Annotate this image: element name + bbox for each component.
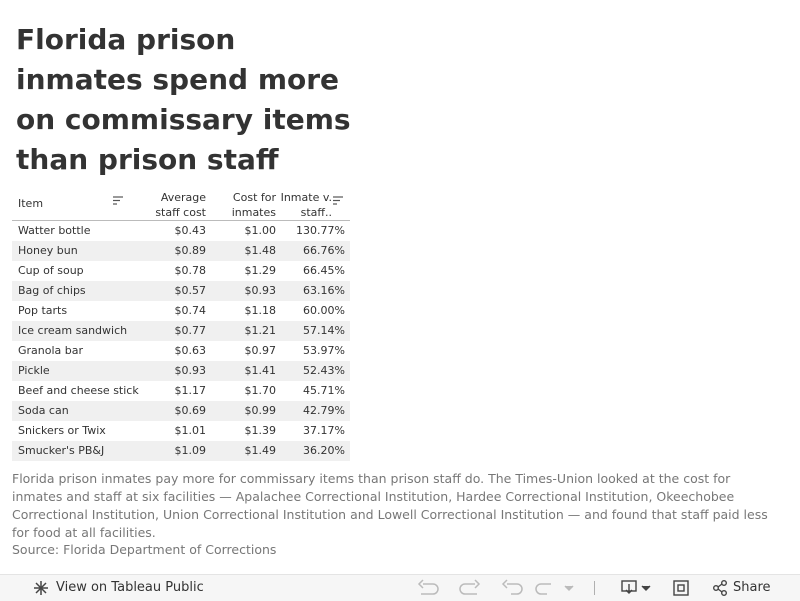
- table-row: Ice cream sandwich $0.77 $1.21 57.14%: [12, 321, 350, 341]
- value-cell: $1.48: [244, 244, 277, 257]
- value-cell: 37.17%: [303, 424, 345, 437]
- value-cell: $0.74: [174, 304, 207, 317]
- value-cell: $1.29: [244, 264, 277, 277]
- column-header[interactable]: Inmate v. staff..: [280, 191, 332, 219]
- value-cell: $1.21: [244, 324, 277, 337]
- value-cell: $0.93: [174, 364, 207, 377]
- column-header[interactable]: Cost for inmates: [231, 191, 276, 219]
- table-row: Honey bun $0.89 $1.48 66.76%: [12, 241, 350, 261]
- item-cell: Granola bar: [18, 344, 84, 357]
- history-controls[interactable]: [415, 578, 595, 598]
- source: Source: Florida Department of Correction…: [12, 542, 277, 557]
- table-row: Beef and cheese stick $1.17 $1.70 45.71%: [12, 381, 350, 401]
- description: Florida prison inmates pay more for comm…: [12, 471, 768, 540]
- item-cell: Cup of soup: [18, 264, 84, 277]
- title: Florida prison inmates spend more on com…: [16, 23, 351, 176]
- value-cell: $1.39: [244, 424, 277, 437]
- table-row: Snickers or Twix $1.01 $1.39 37.17%: [12, 421, 350, 441]
- value-cell: $0.69: [174, 404, 207, 417]
- toolbar-icons[interactable]: [620, 579, 760, 597]
- value-cell: $1.17: [174, 384, 207, 397]
- value-cell: 66.45%: [303, 264, 345, 277]
- column-header[interactable]: Average staff cost: [155, 191, 206, 219]
- value-cell: $1.41: [244, 364, 277, 377]
- view-link[interactable]: View on Tableau Public: [56, 580, 204, 595]
- value-cell: 60.00%: [303, 304, 345, 317]
- value-cell: 53.97%: [303, 344, 345, 357]
- value-cell: $1.18: [244, 304, 277, 317]
- value-cell: $0.57: [174, 284, 207, 297]
- item-cell: Snickers or Twix: [18, 424, 106, 437]
- table: Item Average staff cost Cost for inmates…: [12, 188, 350, 461]
- item-cell: Smucker's PB&J: [18, 444, 105, 457]
- table-row: Granola bar $0.63 $0.97 53.97%: [12, 341, 350, 361]
- tableau-icon[interactable]: [33, 580, 49, 596]
- value-cell: 42.79%: [303, 404, 345, 417]
- value-cell: 130.77%: [296, 224, 345, 237]
- value-cell: $1.00: [244, 224, 277, 237]
- value-cell: 36.20%: [303, 444, 345, 457]
- item-cell: Pickle: [18, 364, 50, 377]
- value-cell: $0.78: [174, 264, 207, 277]
- item-cell: Pop tarts: [18, 304, 68, 317]
- table-row: Bag of chips $0.57 $0.93 63.16%: [12, 281, 350, 301]
- value-cell: $0.97: [244, 344, 277, 357]
- column-header[interactable]: Item: [18, 197, 44, 210]
- value-cell: $1.49: [244, 444, 277, 457]
- value-cell: 57.14%: [303, 324, 345, 337]
- item-cell: Soda can: [18, 404, 69, 417]
- item-cell: Watter bottle: [18, 224, 91, 237]
- value-cell: $1.01: [174, 424, 207, 437]
- value-cell: $0.43: [174, 224, 207, 237]
- table-row: Pop tarts $0.74 $1.18 60.00%: [12, 301, 350, 321]
- table-row: Soda can $0.69 $0.99 42.79%: [12, 401, 350, 421]
- table-header: Item Average staff cost Cost for inmates…: [12, 188, 350, 221]
- value-cell: $0.99: [244, 404, 277, 417]
- value-cell: $1.70: [244, 384, 277, 397]
- value-cell: $0.93: [244, 284, 277, 297]
- value-cell: $1.09: [174, 444, 207, 457]
- sort-icon[interactable]: [112, 196, 124, 206]
- value-cell: 66.76%: [303, 244, 345, 257]
- item-cell: Bag of chips: [18, 284, 86, 297]
- value-cell: 45.71%: [303, 384, 345, 397]
- item-cell: Ice cream sandwich: [18, 324, 128, 337]
- sort-icon[interactable]: [332, 196, 344, 206]
- value-cell: $0.63: [174, 344, 207, 357]
- share-button[interactable]: Share: [733, 580, 771, 595]
- table-body: Watter bottle $0.43 $1.00 130.77% Honey bun $…: [12, 221, 350, 461]
- value-cell: $0.77: [174, 324, 207, 337]
- table-row: Cup of soup $0.78 $1.29 66.45%: [12, 261, 350, 281]
- value-cell: 63.16%: [303, 284, 345, 297]
- table-row: Pickle $0.93 $1.41 52.43%: [12, 361, 350, 381]
- value-cell: 52.43%: [303, 364, 345, 377]
- item-cell: Honey bun: [18, 244, 78, 257]
- toolbar: View on Tableau Public Share: [0, 574, 800, 601]
- table-row: Watter bottle $0.43 $1.00 130.77%: [12, 221, 350, 241]
- value-cell: $0.89: [174, 244, 207, 257]
- item-cell: Beef and cheese stick: [18, 384, 139, 397]
- table-row: Smucker's PB&J $1.09 $1.49 36.20%: [12, 441, 350, 461]
